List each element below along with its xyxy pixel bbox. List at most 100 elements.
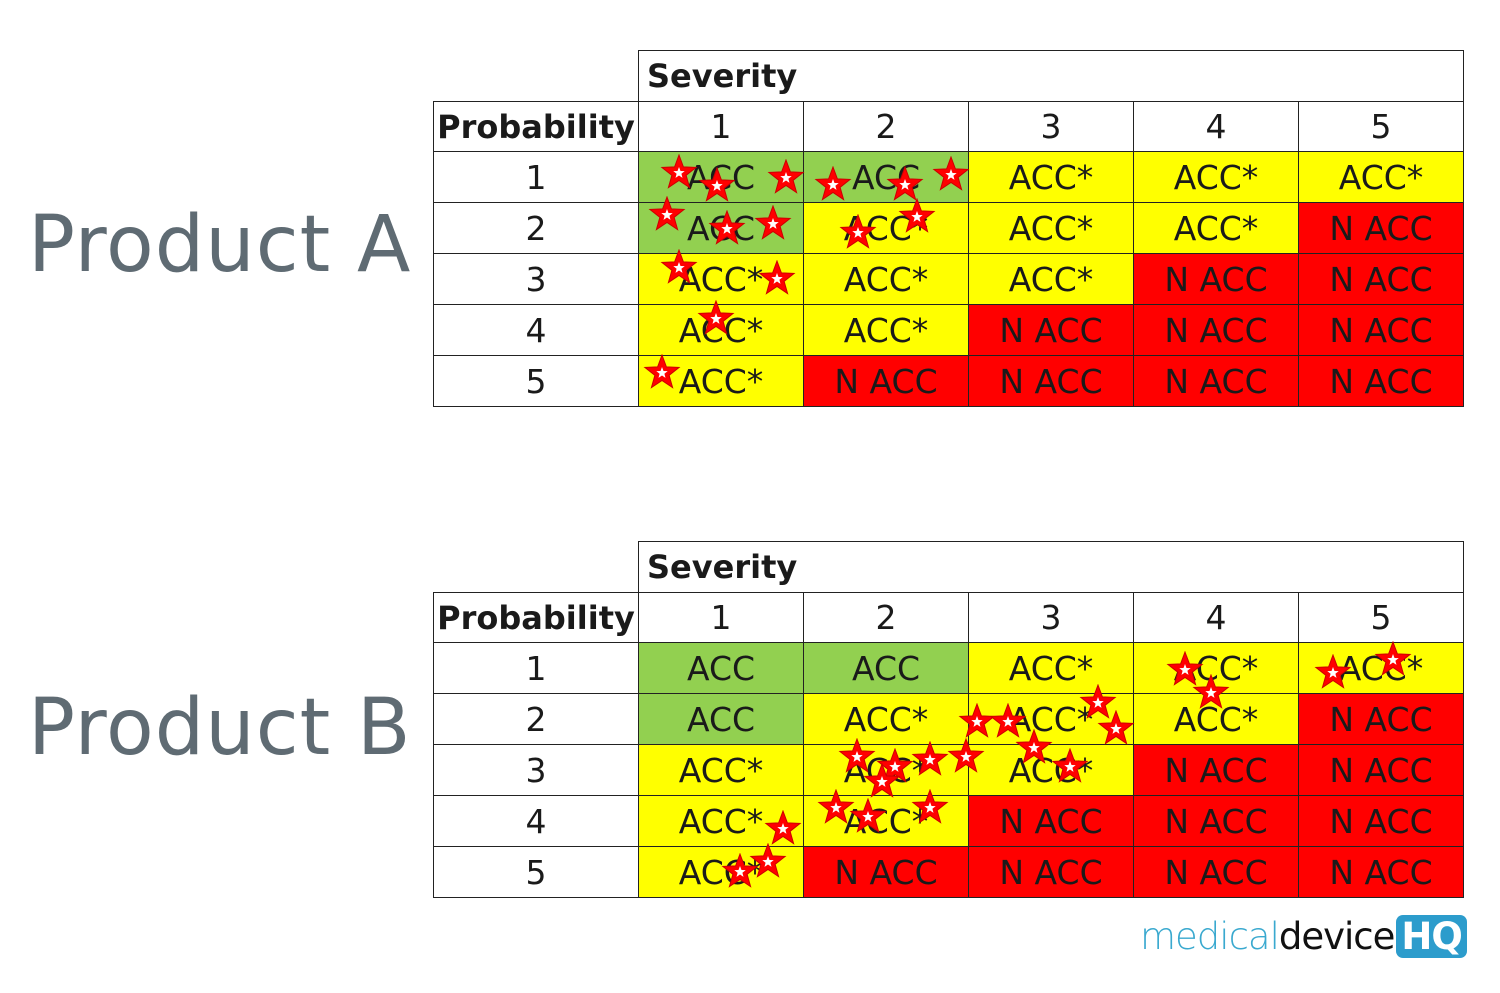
logo-badge: HQ — [1396, 914, 1467, 958]
risk-star-icon — [660, 249, 698, 284]
risk-star-icon — [849, 798, 887, 833]
risk-star-icon — [1374, 641, 1412, 676]
risk-star-icon — [932, 156, 970, 191]
risk-cell: ACC* — [1133, 642, 1299, 694]
risk-star-icon — [1166, 651, 1204, 686]
probability-header: Probability — [433, 101, 639, 152]
risk-star-icon — [1097, 710, 1135, 745]
risk-star-icon — [1051, 748, 1089, 783]
probability-level-4: 4 — [433, 795, 639, 847]
risk-cell: ACC* — [968, 744, 1134, 796]
probability-level-2: 2 — [433, 693, 639, 745]
risk-star-icon — [697, 300, 735, 335]
risk-cell: N ACC — [803, 846, 969, 898]
severity-level-4: 4 — [1133, 101, 1299, 152]
risk-cell: ACC* — [968, 151, 1134, 203]
severity-header: Severity — [638, 541, 1464, 593]
risk-star-icon — [863, 763, 901, 798]
risk-cell: ACC — [803, 642, 969, 694]
risk-cell: N ACC — [1133, 253, 1299, 305]
risk-star-icon — [958, 703, 996, 738]
risk-cell: N ACC — [968, 304, 1134, 356]
logo-text: medical — [1140, 914, 1280, 958]
risk-cell: N ACC — [1298, 846, 1464, 898]
risk-star-icon — [886, 166, 924, 201]
risk-cell: N ACC — [1298, 202, 1464, 254]
severity-level-5: 5 — [1298, 592, 1464, 643]
risk-cell: ACC* — [803, 202, 969, 254]
risk-star-icon — [764, 810, 802, 845]
risk-star-icon — [758, 260, 796, 295]
severity-level-1: 1 — [638, 592, 804, 643]
risk-star-icon — [839, 214, 877, 249]
risk-cell: ACC* — [968, 202, 1134, 254]
severity-level-3: 3 — [968, 101, 1134, 152]
risk-cell: ACC* — [803, 304, 969, 356]
risk-star-icon — [767, 159, 805, 194]
risk-cell: N ACC — [968, 846, 1134, 898]
risk-cell: ACC* — [1133, 202, 1299, 254]
risk-star-icon — [648, 196, 686, 231]
severity-level-2: 2 — [803, 592, 969, 643]
risk-cell: N ACC — [1298, 355, 1464, 407]
probability-level-3: 3 — [433, 253, 639, 305]
severity-level-5: 5 — [1298, 101, 1464, 152]
severity-level-4: 4 — [1133, 592, 1299, 643]
severity-header: Severity — [638, 50, 1464, 102]
risk-star-icon — [643, 354, 681, 389]
risk-star-icon — [708, 210, 746, 245]
risk-star-icon — [911, 789, 949, 824]
risk-star-icon — [876, 748, 914, 783]
risk-star-icon — [814, 166, 852, 201]
risk-star-icon — [1314, 654, 1352, 689]
risk-star-icon — [754, 205, 792, 240]
risk-cell: ACC — [638, 642, 804, 694]
risk-star-icon — [911, 741, 949, 776]
risk-cell: N ACC — [1133, 744, 1299, 796]
risk-cell: N ACC — [968, 355, 1134, 407]
risk-cell: ACC* — [1298, 151, 1464, 203]
probability-level-1: 1 — [433, 642, 639, 694]
risk-cell: N ACC — [1298, 744, 1464, 796]
risk-cell: N ACC — [1298, 693, 1464, 745]
product-b-label: Product B — [28, 683, 412, 773]
probability-level-3: 3 — [433, 744, 639, 796]
risk-cell: ACC* — [803, 253, 969, 305]
severity-level-2: 2 — [803, 101, 969, 152]
risk-star-icon — [989, 703, 1027, 738]
risk-star-icon — [721, 853, 759, 888]
risk-star-icon — [698, 167, 736, 202]
risk-cell: N ACC — [968, 795, 1134, 847]
risk-cell: ACC* — [638, 795, 804, 847]
severity-level-1: 1 — [638, 101, 804, 152]
medicaldevicehq-logo: medical device HQ — [1140, 912, 1467, 960]
risk-star-icon — [1192, 674, 1230, 709]
logo-text: device — [1278, 914, 1396, 958]
risk-cell: ACC* — [1133, 151, 1299, 203]
risk-cell: ACC — [638, 693, 804, 745]
risk-cell: N ACC — [1298, 253, 1464, 305]
risk-star-icon — [838, 738, 876, 773]
probability-level-5: 5 — [433, 355, 639, 407]
risk-star-icon — [898, 198, 936, 233]
severity-level-3: 3 — [968, 592, 1134, 643]
risk-cell: N ACC — [1133, 795, 1299, 847]
risk-star-icon — [1079, 684, 1117, 719]
risk-cell: N ACC — [803, 355, 969, 407]
risk-cell: N ACC — [1298, 304, 1464, 356]
risk-cell: ACC* — [968, 253, 1134, 305]
risk-star-icon — [749, 843, 787, 878]
risk-star-icon — [1015, 729, 1053, 764]
product-a-label: Product A — [28, 200, 412, 290]
probability-level-4: 4 — [433, 304, 639, 356]
probability-level-5: 5 — [433, 846, 639, 898]
risk-cell: N ACC — [1133, 846, 1299, 898]
risk-cell: N ACC — [1133, 355, 1299, 407]
risk-star-icon — [817, 789, 855, 824]
risk-star-icon — [947, 738, 985, 773]
risk-cell: ACC* — [803, 693, 969, 745]
probability-header: Probability — [433, 592, 639, 643]
risk-star-icon — [660, 154, 698, 189]
risk-cell: ACC* — [968, 693, 1134, 745]
probability-level-1: 1 — [433, 151, 639, 203]
